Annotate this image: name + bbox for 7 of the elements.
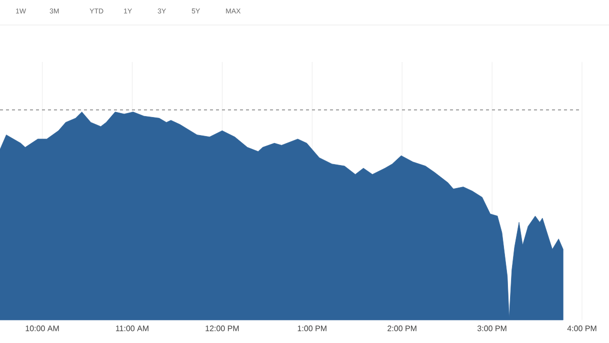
x-tick-label: 10:00 AM [26,326,59,332]
x-tick-label: 3:00 PM [477,326,506,332]
x-tick-label: 2:00 PM [388,326,416,332]
x-tick-label: 11:00 AM [116,326,148,332]
x-tick-label: 1:00 PM [298,326,326,332]
x-tick-label: 12:00 PM [206,326,239,332]
x-tick-label: 4:00 PM [567,326,596,332]
